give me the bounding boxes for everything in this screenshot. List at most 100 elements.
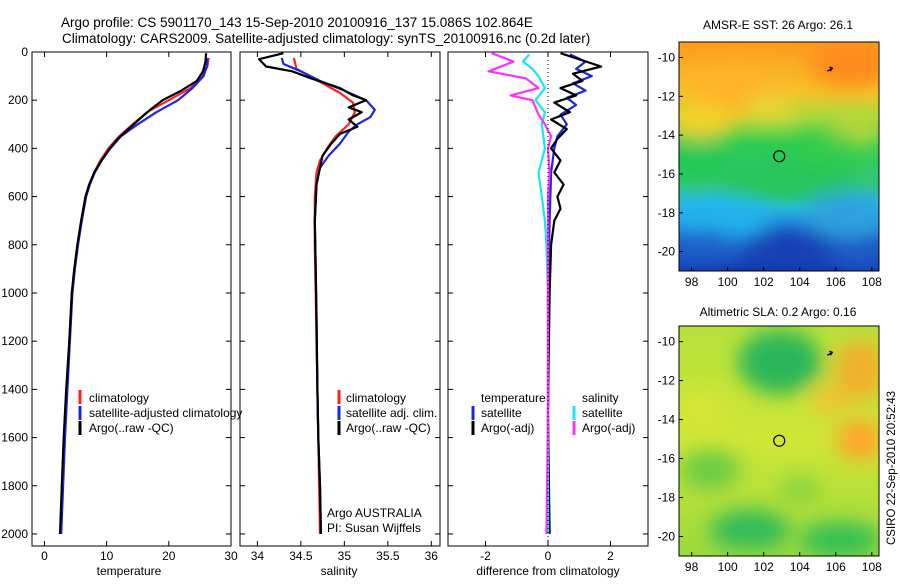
legend-label: climatology — [346, 391, 406, 405]
difference-xlabel: difference from climatology — [476, 564, 619, 578]
sst-map-axes: 98 100 102 104 106 108 -10 -12 -14 -16 -18 -20 — [658, 51, 882, 289]
map-x-tick-label: 108 — [862, 560, 882, 574]
float-position-marker — [773, 150, 786, 163]
legend-label: Argo(..raw -QC) — [346, 421, 431, 435]
legend-label: Argo(-adj) — [481, 421, 534, 435]
x-tick-label: -2 — [480, 549, 491, 563]
map-x-tick-label: 106 — [826, 275, 846, 289]
series-line-argo-raw-qc- — [58, 53, 208, 535]
salinity-axes: 34 34.5 35 35.5 36 — [240, 51, 440, 563]
sla-heatmap — [679, 326, 879, 556]
map-x-tick-label: 102 — [754, 560, 774, 574]
figure-title-line1: Argo profile: CS 5901170_143 15-Sep-2010… — [61, 15, 533, 30]
map-y-tick-label: -18 — [658, 206, 676, 220]
map-x-tick-label: 98 — [685, 560, 699, 574]
map-y-tick-label: -14 — [658, 128, 676, 142]
legend-label: satellite-adjusted climatology — [89, 406, 242, 420]
sst-heatmap — [679, 42, 879, 271]
map-y-tick-label: -18 — [658, 491, 676, 505]
y-tick-label: 0 — [21, 45, 28, 59]
map-x-tick-label: 102 — [754, 275, 774, 289]
legend-label: Argo(-adj) — [582, 421, 635, 435]
y-tick-label: 600 — [8, 190, 28, 204]
figure-title-line2: Climatology: CARS2009. Satellite-adjuste… — [62, 31, 590, 46]
x-tick-label: 34.5 — [289, 549, 313, 563]
x-tick-label: 0 — [41, 549, 48, 563]
x-tick-label: 35.5 — [376, 549, 400, 563]
temperature-panel-frame — [31, 51, 232, 547]
salinity-panel-frame — [239, 51, 441, 547]
x-tick-label: 2 — [607, 549, 614, 563]
map-x-tick-label: 108 — [862, 275, 882, 289]
y-tick-label: 1200 — [1, 334, 28, 348]
series-line-climatology — [59, 57, 210, 535]
y-tick-label: 1800 — [1, 479, 28, 493]
x-tick-label: 34 — [251, 549, 265, 563]
difference-lines — [487, 52, 603, 535]
map-y-tick-label: -14 — [658, 413, 676, 427]
y-tick-label: 1400 — [1, 382, 28, 396]
x-tick-label: 35 — [338, 549, 352, 563]
y-tick-label: 1600 — [1, 431, 28, 445]
sst-map-title: AMSR-E SST: 26 Argo: 26.1 — [703, 18, 853, 32]
difference-legend-temperature: temperature satellite Argo(-adj) — [471, 391, 546, 435]
map-x-tick-label: 104 — [790, 560, 810, 574]
sst-map-frame — [678, 41, 880, 272]
map-y-tick-label: -16 — [658, 452, 676, 466]
map-x-tick-label: 100 — [718, 560, 738, 574]
map-y-tick-label: -20 — [658, 245, 676, 259]
legend-label: satellite — [481, 406, 522, 420]
y-tick-label: 1000 — [1, 286, 28, 300]
y-tick-label: 400 — [8, 141, 28, 155]
legend-header-temperature: temperature — [481, 391, 546, 405]
salinity-legend: climatology satellite adj. clim. Argo(..… — [337, 390, 437, 435]
difference-axes: -2 0 2 — [448, 51, 648, 563]
map-y-tick-label: -12 — [658, 374, 676, 388]
pi-annotation: PI: Susan Wijffels — [327, 521, 421, 535]
series-line-satellite-adjusted-climatology — [60, 57, 209, 535]
argo-australia-annotation: Argo AUSTRALIA — [327, 506, 422, 520]
x-tick-label: 20 — [162, 549, 176, 563]
legend-header-salinity: salinity — [582, 391, 619, 405]
map-x-tick-label: 104 — [790, 275, 810, 289]
y-tick-label: 200 — [8, 93, 28, 107]
series-line-argo-raw-qc- — [258, 52, 368, 535]
legend-label: Argo(..raw -QC) — [89, 421, 174, 435]
x-tick-label: 0 — [545, 549, 552, 563]
series-line-temperature-satellite — [546, 53, 593, 534]
temperature-axes: 0 10 20 30 0 200 400 600 800 1000 1200 1400 1600 1800… — [1, 45, 238, 563]
temperature-legend: climatology satellite-adjusted climatolo… — [78, 390, 242, 435]
drift-arrow-marker — [827, 350, 834, 356]
difference-legend-salinity: salinity satellite Argo(-adj) — [572, 391, 635, 435]
sla-map-frame — [678, 325, 880, 557]
map-y-tick-label: -16 — [658, 167, 676, 181]
series-line-temperature-argo-adj- — [546, 52, 603, 535]
map-x-tick-label: 98 — [685, 275, 699, 289]
series-line-satellite-adj-clim- — [280, 57, 376, 535]
map-y-tick-label: -10 — [658, 335, 676, 349]
x-tick-label: 10 — [100, 549, 114, 563]
salinity-lines — [258, 52, 376, 535]
x-tick-label: 30 — [224, 549, 238, 563]
temperature-lines — [58, 53, 210, 535]
map-y-tick-label: -12 — [658, 89, 676, 103]
sla-map-title: Altimetric SLA: 0.2 Argo: 0.16 — [700, 305, 857, 319]
csiro-stamp: CSIRO 22-Sep-2010 20:52:43 — [886, 391, 898, 545]
temperature-xlabel: temperature — [97, 564, 162, 578]
x-tick-label: 36 — [425, 549, 439, 563]
map-x-tick-label: 100 — [718, 275, 738, 289]
float-position-marker — [773, 434, 786, 447]
y-tick-label: 800 — [8, 238, 28, 252]
map-y-tick-label: -10 — [658, 51, 676, 65]
series-line-salinity-satellite — [521, 53, 550, 534]
map-x-tick-label: 106 — [826, 560, 846, 574]
legend-label: satellite — [582, 406, 623, 420]
map-y-tick-label: -20 — [658, 530, 676, 544]
sla-map-axes: 98 100 102 104 106 108 -10 -12 -14 -16 -18 -20 — [658, 335, 882, 574]
legend-label: climatology — [89, 391, 149, 405]
y-tick-label: 2000 — [1, 527, 28, 541]
legend-label: satellite adj. clim. — [346, 406, 437, 420]
series-line-climatology — [292, 57, 356, 535]
